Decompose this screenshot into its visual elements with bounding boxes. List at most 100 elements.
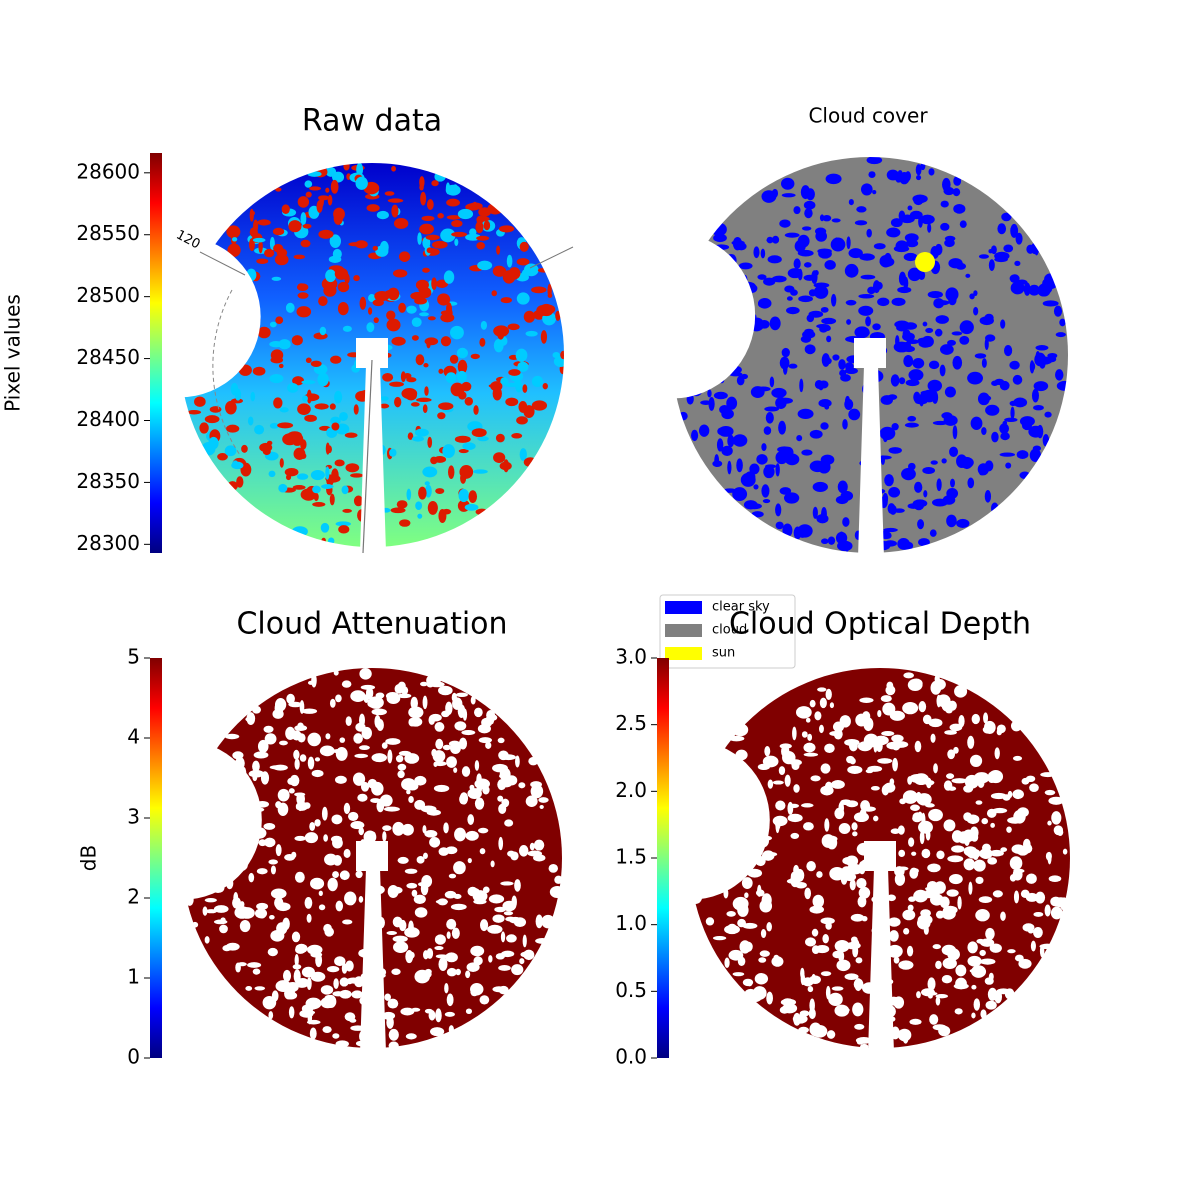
image-texture <box>973 859 986 872</box>
image-texture <box>864 846 879 853</box>
image-texture <box>327 877 338 892</box>
image-texture <box>211 883 225 894</box>
image-texture <box>310 877 325 890</box>
image-texture <box>769 316 781 331</box>
image-texture <box>697 330 712 341</box>
image-texture <box>198 351 214 359</box>
image-texture <box>318 296 328 307</box>
image-texture <box>542 382 548 390</box>
image-texture <box>325 994 337 1009</box>
image-texture <box>301 380 316 385</box>
image-texture <box>269 422 279 429</box>
image-texture <box>736 375 745 386</box>
image-texture <box>886 227 901 238</box>
image-texture <box>533 854 546 862</box>
image-texture <box>1044 789 1056 796</box>
image-texture <box>922 466 936 474</box>
image-texture <box>435 738 444 750</box>
image-texture <box>373 317 379 324</box>
image-texture <box>951 331 963 336</box>
image-texture <box>722 317 735 326</box>
image-texture <box>781 745 790 758</box>
image-texture <box>248 807 265 813</box>
image-texture <box>489 715 495 725</box>
image-texture <box>443 270 455 284</box>
image-texture <box>352 772 366 786</box>
image-texture <box>254 908 268 919</box>
image-texture <box>826 836 838 850</box>
image-texture <box>811 928 819 937</box>
image-texture <box>754 973 769 985</box>
image-texture <box>332 1033 340 1039</box>
image-texture <box>234 273 241 282</box>
image-texture <box>446 756 457 768</box>
image-texture <box>1018 958 1032 969</box>
image-texture <box>752 986 767 1000</box>
image-texture <box>471 428 487 438</box>
image-texture <box>779 487 792 495</box>
image-texture <box>329 698 336 708</box>
image-texture <box>270 865 277 875</box>
image-texture <box>938 1025 951 1037</box>
image-texture <box>248 238 255 252</box>
image-texture <box>518 782 526 789</box>
image-texture <box>385 692 400 700</box>
image-texture <box>869 370 884 383</box>
image-texture <box>871 925 888 937</box>
image-texture <box>257 326 271 339</box>
image-texture <box>797 408 814 420</box>
image-texture <box>225 942 240 951</box>
image-texture <box>1044 904 1051 917</box>
image-texture <box>435 954 448 959</box>
image-texture <box>500 881 514 886</box>
image-texture <box>272 227 285 236</box>
image-texture <box>702 819 712 828</box>
image-texture <box>451 219 463 228</box>
image-texture <box>901 467 916 481</box>
image-texture <box>914 481 923 493</box>
image-texture <box>431 180 439 187</box>
image-texture <box>379 403 390 409</box>
image-texture <box>951 778 968 784</box>
image-texture <box>342 919 353 925</box>
image-texture <box>949 723 963 732</box>
image-texture <box>811 270 818 284</box>
image-texture <box>341 680 352 688</box>
image-texture <box>891 297 906 307</box>
image-texture <box>299 754 307 762</box>
image-texture <box>374 291 390 302</box>
image-texture <box>411 335 419 341</box>
image-texture <box>321 484 334 489</box>
image-texture <box>941 975 953 984</box>
image-texture <box>413 894 426 905</box>
image-texture <box>752 824 761 832</box>
image-texture <box>253 827 267 839</box>
image-texture <box>370 496 384 502</box>
image-texture <box>851 822 858 831</box>
image-texture <box>350 820 365 830</box>
image-texture <box>411 1007 421 1012</box>
image-texture <box>855 957 863 964</box>
image-texture <box>256 258 269 264</box>
image-texture <box>425 234 440 241</box>
image-texture <box>344 432 358 438</box>
image-texture <box>383 806 400 812</box>
image-texture <box>707 389 712 398</box>
image-texture <box>1009 360 1020 370</box>
image-texture <box>829 731 841 736</box>
image-texture <box>784 453 800 466</box>
image-texture <box>817 248 832 255</box>
image-texture <box>832 721 844 733</box>
image-texture <box>492 914 505 923</box>
image-texture <box>530 781 542 788</box>
image-texture <box>334 459 345 467</box>
image-texture <box>981 358 987 368</box>
image-texture <box>300 439 307 450</box>
image-texture <box>801 731 808 738</box>
image-texture <box>351 990 363 999</box>
image-texture <box>252 760 260 773</box>
image-texture <box>959 220 967 228</box>
image-texture <box>522 384 528 393</box>
image-texture <box>212 351 227 365</box>
image-texture <box>884 474 894 487</box>
